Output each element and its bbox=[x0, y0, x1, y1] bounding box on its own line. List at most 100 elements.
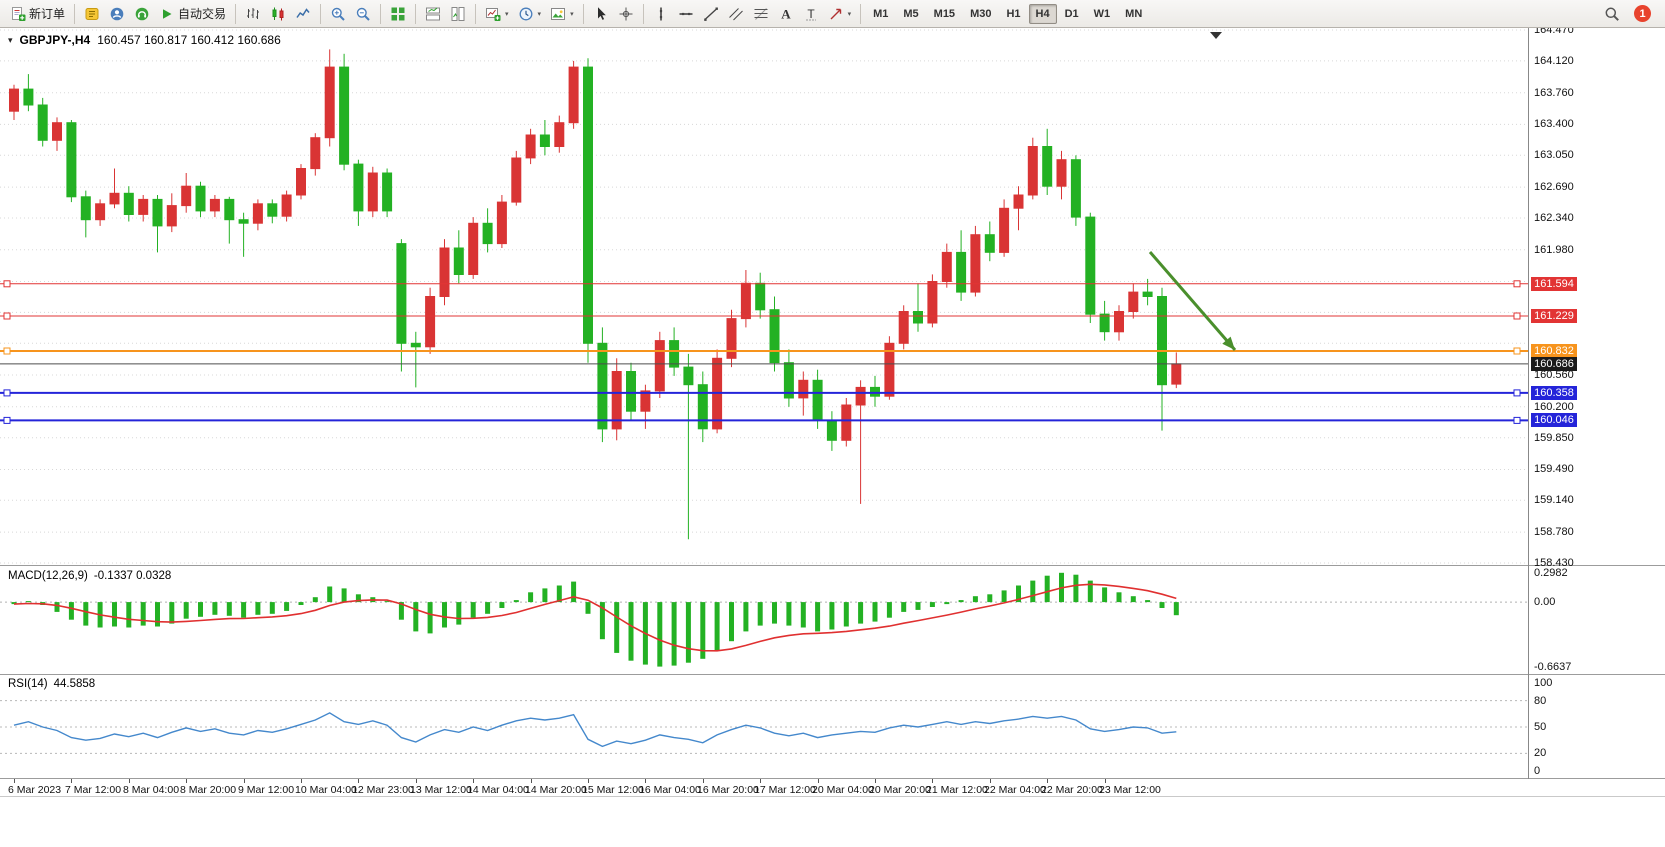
chart-shift-marker[interactable] bbox=[1210, 32, 1222, 39]
vertical-line-tool-button[interactable] bbox=[649, 2, 673, 26]
price-axis-label: 160.200 bbox=[1534, 401, 1574, 413]
templates-button[interactable]: ▾ bbox=[546, 2, 578, 26]
pane-separator[interactable] bbox=[0, 565, 1665, 566]
trend-arrow-annotation[interactable] bbox=[1148, 251, 1237, 351]
timeframe-w1-button[interactable]: W1 bbox=[1087, 4, 1118, 24]
macd-histogram bbox=[11, 572, 1179, 667]
price-axis-label: 162.690 bbox=[1534, 181, 1574, 193]
periods-button[interactable]: ▾ bbox=[514, 2, 546, 26]
time-axis-label: 16 Mar 04:00 bbox=[639, 784, 701, 796]
dropdown-caret-icon: ▾ bbox=[505, 10, 509, 18]
timeframe-m1-button[interactable]: M1 bbox=[866, 4, 895, 24]
time-axis-label: 8 Mar 20:00 bbox=[180, 784, 237, 796]
time-tick bbox=[71, 779, 72, 783]
price-gridlines bbox=[0, 29, 1528, 564]
channel-icon bbox=[728, 6, 744, 22]
timeframe-mn-button[interactable]: MN bbox=[1118, 4, 1149, 24]
bar-chart-mode-button[interactable] bbox=[241, 2, 265, 26]
search-button[interactable] bbox=[1600, 2, 1624, 26]
toolbar-right-group: 1 bbox=[1600, 2, 1659, 26]
crosshair-tool-button[interactable] bbox=[614, 2, 638, 26]
timeframe-d1-button[interactable]: D1 bbox=[1058, 4, 1086, 24]
arrange-horizontal-button[interactable] bbox=[421, 2, 445, 26]
horizontal-line-161.594[interactable] bbox=[0, 280, 1528, 288]
rsi-axis-label: 100 bbox=[1534, 677, 1553, 689]
time-tick bbox=[875, 779, 876, 783]
price-axis-label: 162.340 bbox=[1534, 212, 1574, 224]
price-badge-160.686: 160.686 bbox=[1531, 357, 1577, 371]
tile-windows-button[interactable] bbox=[386, 2, 410, 26]
toolbar-separator bbox=[475, 3, 477, 24]
macd-axis-label: 0.00 bbox=[1534, 596, 1556, 608]
horizontal-line-160.832[interactable] bbox=[0, 347, 1528, 355]
toolbar-separator bbox=[642, 3, 644, 24]
market-support-button[interactable] bbox=[130, 2, 154, 26]
time-axis-label: 17 Mar 12:00 bbox=[754, 784, 816, 796]
zoom-out-icon bbox=[355, 6, 371, 22]
bars-icon bbox=[245, 6, 261, 22]
clock-icon bbox=[518, 6, 534, 22]
horizontal-line-161.229[interactable] bbox=[0, 312, 1528, 320]
fibonacci-tool-button[interactable] bbox=[749, 2, 773, 26]
rsi-indicator-pane[interactable] bbox=[0, 675, 1528, 777]
timeframe-m15-button[interactable]: M15 bbox=[927, 4, 962, 24]
price-axis-label: 160.560 bbox=[1534, 369, 1574, 381]
line-chart-mode-button[interactable] bbox=[291, 2, 315, 26]
trend-icon bbox=[703, 6, 719, 22]
time-tick bbox=[531, 779, 532, 783]
new-chart-button[interactable]: ▾ bbox=[481, 2, 513, 26]
time-tick bbox=[932, 779, 933, 783]
new-order-button[interactable]: 新订单 bbox=[6, 2, 69, 26]
time-axis-label: 22 Mar 04:00 bbox=[984, 784, 1046, 796]
price-axis-label: 161.980 bbox=[1534, 244, 1574, 256]
price-axis-label: 163.050 bbox=[1534, 149, 1574, 161]
time-tick bbox=[818, 779, 819, 783]
time-tick bbox=[703, 779, 704, 783]
time-tick bbox=[416, 779, 417, 783]
arrange-vertical-button[interactable] bbox=[446, 2, 470, 26]
horizontal-line-160.046[interactable] bbox=[0, 416, 1528, 424]
time-axis-label: 6 Mar 2023 bbox=[8, 784, 62, 796]
timeframe-m30-button[interactable]: M30 bbox=[963, 4, 998, 24]
pane-separator[interactable] bbox=[0, 674, 1665, 675]
time-axis-label: 23 Mar 12:00 bbox=[1099, 784, 1161, 796]
svg-text:T: T bbox=[807, 7, 815, 21]
zoom-in-button[interactable] bbox=[326, 2, 350, 26]
price-badge-160.358: 160.358 bbox=[1531, 386, 1577, 400]
macd-signal-line bbox=[13, 583, 1177, 652]
pane-separator[interactable] bbox=[0, 778, 1665, 779]
mql5-community-button[interactable] bbox=[105, 2, 129, 26]
toolbar-separator bbox=[582, 3, 584, 24]
label-tool-button[interactable]: T bbox=[799, 2, 823, 26]
time-tick bbox=[301, 779, 302, 783]
price-axis-label: 158.780 bbox=[1534, 526, 1574, 538]
cursor-tool-button[interactable] bbox=[589, 2, 613, 26]
time-tick bbox=[244, 779, 245, 783]
time-axis-label: 20 Mar 04:00 bbox=[812, 784, 874, 796]
candlestick-mode-button[interactable] bbox=[266, 2, 290, 26]
one-click-trading-arrow[interactable]: ▾ bbox=[8, 34, 13, 45]
time-axis-label: 20 Mar 20:00 bbox=[869, 784, 931, 796]
price-axis-label: 158.430 bbox=[1534, 557, 1574, 569]
text-tool-button[interactable]: A bbox=[774, 2, 798, 26]
timeframe-h1-button[interactable]: H1 bbox=[999, 4, 1027, 24]
notification-badge[interactable]: 1 bbox=[1634, 5, 1651, 22]
tile-icon bbox=[390, 6, 406, 22]
arrow-objects-button[interactable]: ▾ bbox=[824, 2, 856, 26]
horizontal-line-tool-button[interactable] bbox=[674, 2, 698, 26]
horizontal-line-160.358[interactable] bbox=[0, 389, 1528, 397]
chart-title: ▾ GBPJPY-,H4 160.457 160.817 160.412 160… bbox=[8, 33, 281, 47]
trendline-tool-button[interactable] bbox=[699, 2, 723, 26]
macd-indicator-pane[interactable] bbox=[0, 567, 1528, 673]
timeframe-h4-button[interactable]: H4 bbox=[1028, 3, 1057, 24]
zoom-out-button[interactable] bbox=[351, 2, 375, 26]
timeframe-m5-button[interactable]: M5 bbox=[896, 4, 925, 24]
symbol-period-label: GBPJPY-,H4 bbox=[19, 33, 91, 47]
channel-tool-button[interactable] bbox=[724, 2, 748, 26]
time-axis-label: 15 Mar 12:00 bbox=[582, 784, 644, 796]
price-badge-160.046: 160.046 bbox=[1531, 413, 1577, 427]
label-t-icon: T bbox=[803, 6, 819, 22]
price-chart-pane[interactable] bbox=[0, 28, 1528, 565]
metaeditor-button[interactable] bbox=[80, 2, 104, 26]
auto-trading-button[interactable]: 自动交易 bbox=[155, 2, 230, 26]
